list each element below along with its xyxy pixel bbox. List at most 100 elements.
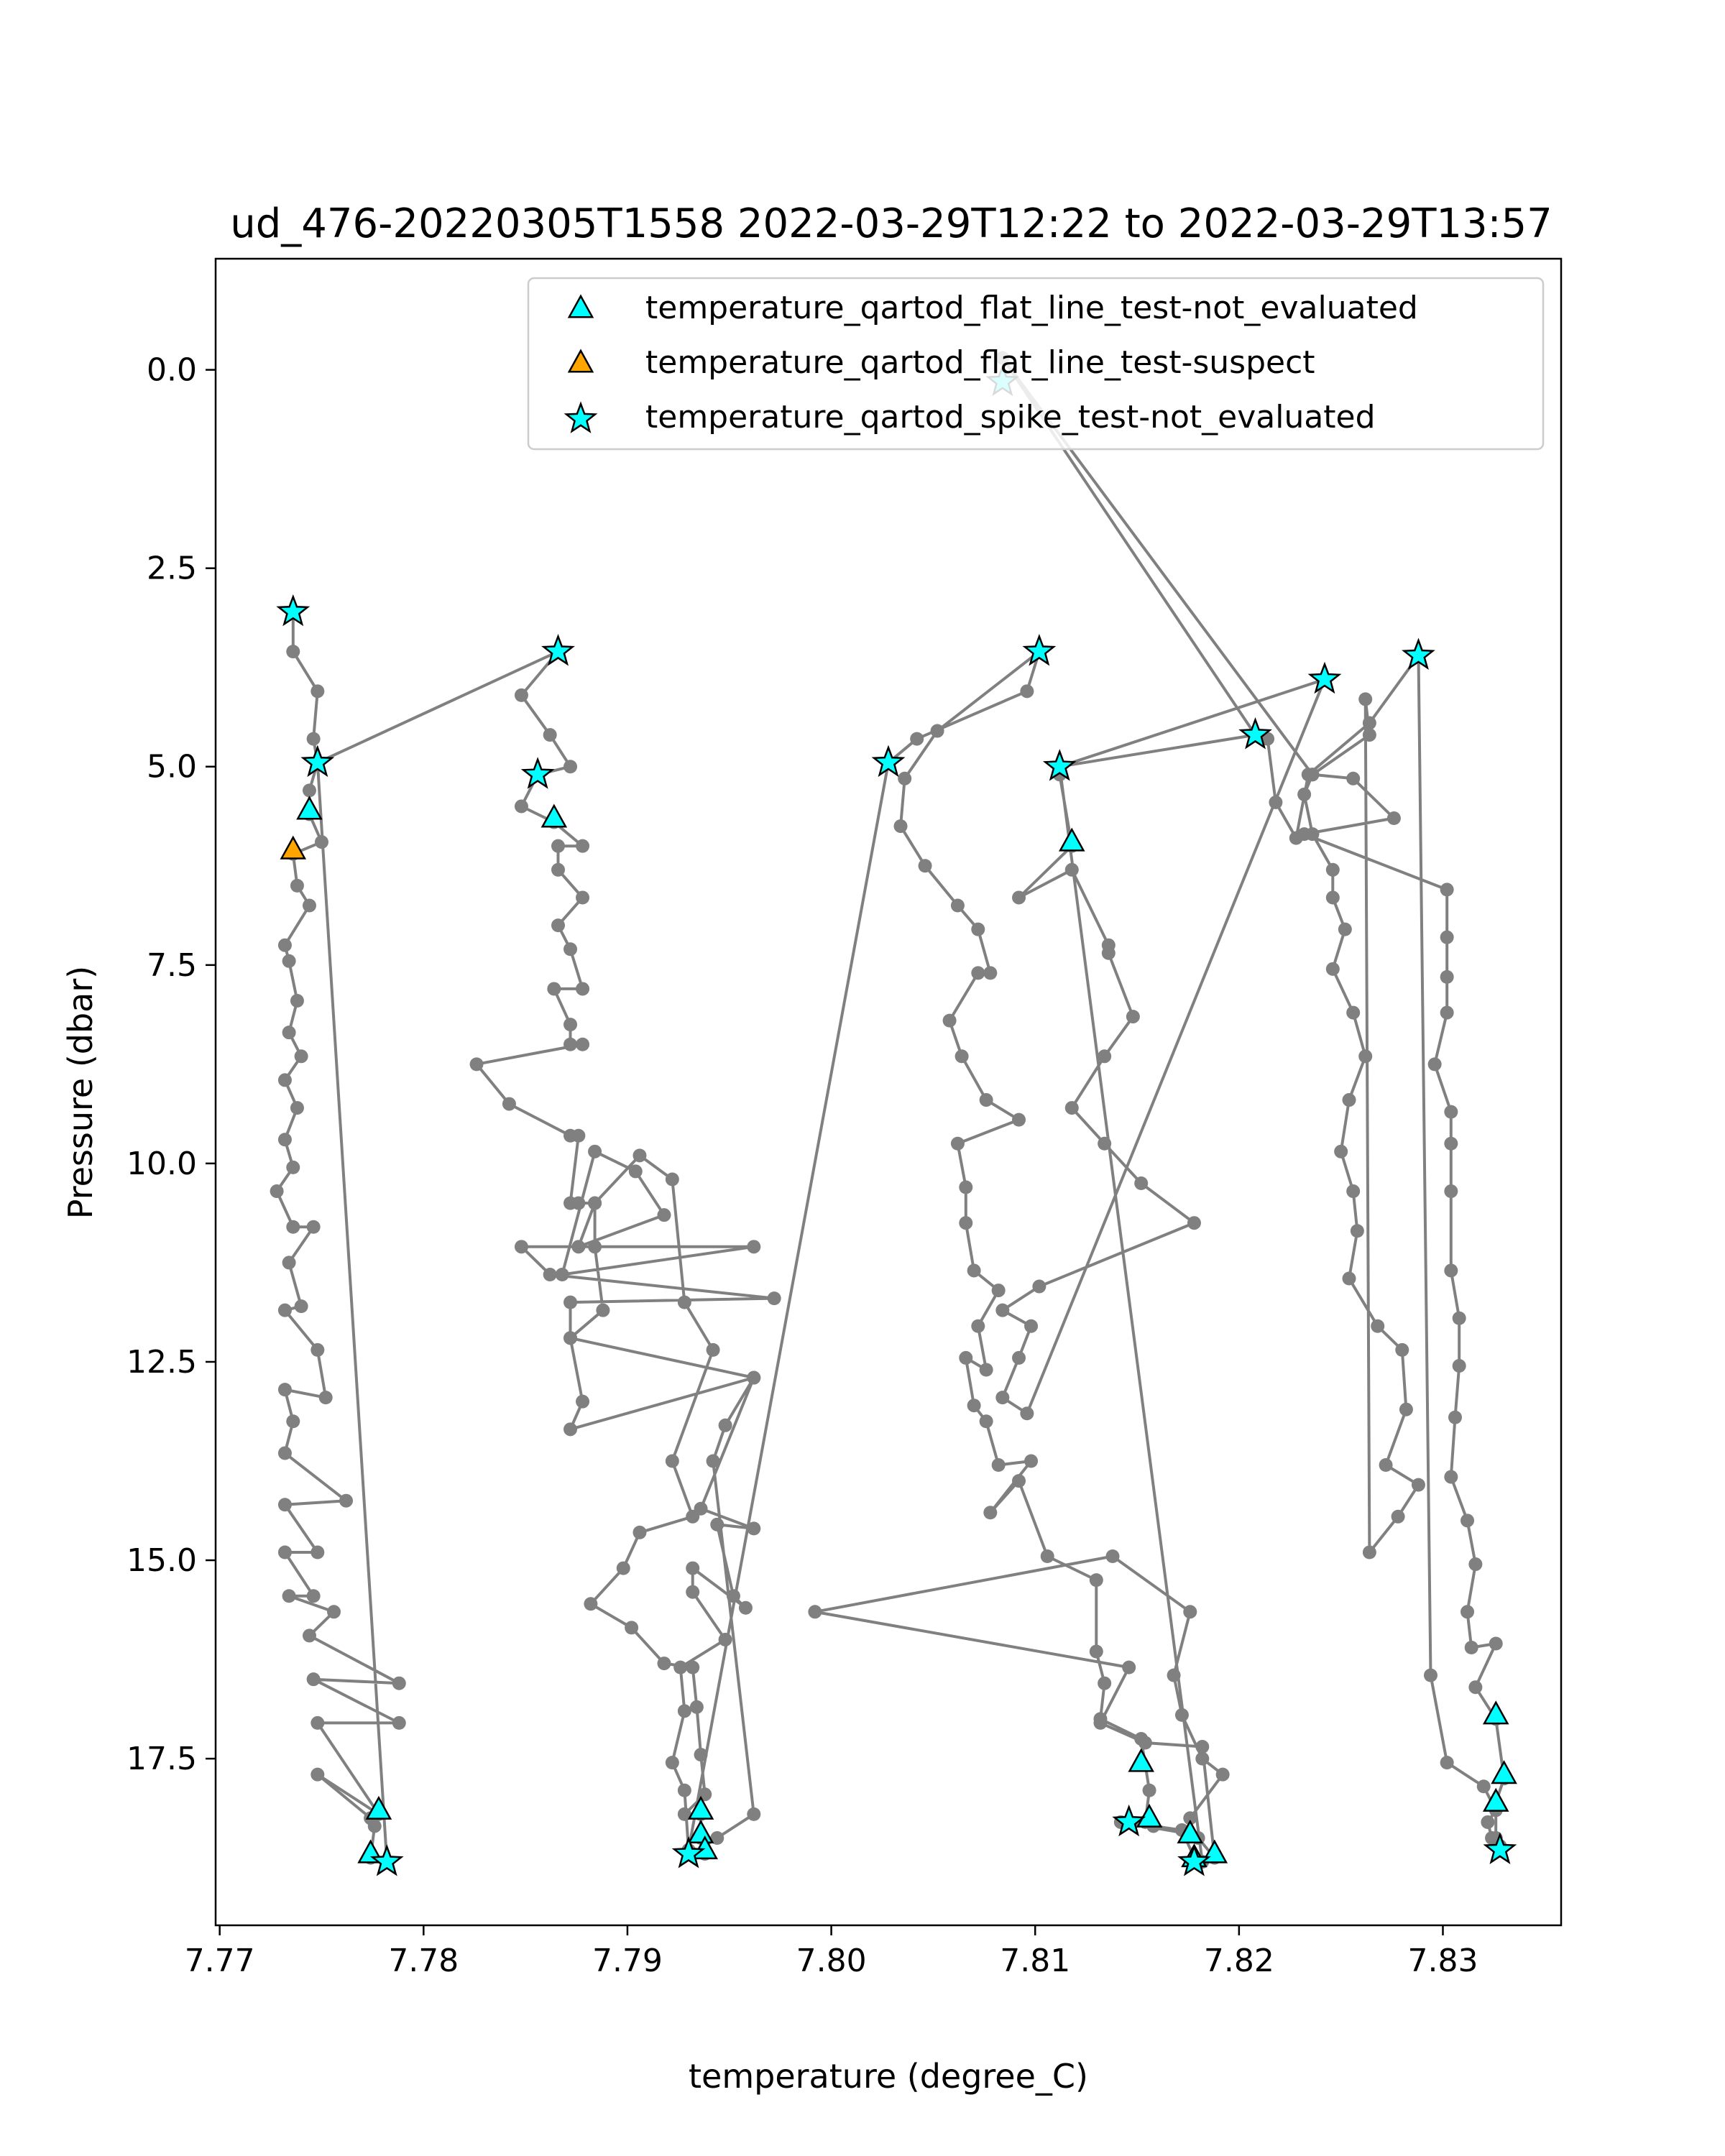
profile-point [1362, 1545, 1376, 1560]
flat-line-not-evaluated-marker [1177, 1819, 1204, 1844]
profile-point [1362, 716, 1376, 730]
profile-point [543, 728, 557, 742]
profile-point [991, 1284, 1006, 1298]
profile-point [1089, 1573, 1103, 1588]
profile-point [1142, 1783, 1156, 1797]
profile-point [706, 1454, 720, 1468]
profile-point [1444, 1470, 1458, 1484]
profile-point [564, 1422, 578, 1437]
profile-point [1098, 1676, 1112, 1690]
profile-point [1098, 1136, 1112, 1151]
profile-point [286, 645, 300, 659]
profile-point [628, 1164, 643, 1179]
profile-point [677, 1704, 691, 1718]
flat-line-not-evaluated-marker [687, 1795, 714, 1820]
flat-line-not-evaluated-marker [1059, 827, 1085, 852]
profile-point [1379, 1458, 1393, 1473]
spike-not-evaluated-marker [541, 634, 575, 666]
profile-point [302, 783, 316, 798]
profile-point [277, 1545, 292, 1560]
spike-not-evaluated-marker [1022, 634, 1057, 666]
profile-point [689, 1700, 704, 1714]
profile-point [514, 1240, 528, 1254]
profile-point [1444, 1184, 1458, 1199]
profile-point [310, 1715, 325, 1730]
profile-point [555, 1267, 569, 1281]
profile-point [910, 732, 924, 746]
legend-marker [564, 401, 598, 433]
profile-point [1183, 1811, 1197, 1825]
profile-point [294, 1299, 308, 1314]
x-tick-label: 7.77 [185, 1943, 255, 1979]
profile-point [1440, 1756, 1454, 1770]
profile-point [1411, 1478, 1425, 1492]
profile-point [747, 1521, 761, 1536]
profile-point [1167, 1668, 1181, 1682]
spike-not-evaluated-marker [1112, 1804, 1146, 1837]
profile-point [893, 819, 908, 834]
profile-point [971, 966, 985, 980]
profile-point [1020, 1406, 1034, 1421]
profile-point [1468, 1680, 1483, 1695]
profile-point [310, 684, 325, 699]
profile-point [747, 1240, 761, 1254]
legend-markers [564, 294, 598, 433]
spike-not-evaluated-marker [1402, 637, 1435, 670]
profile-point [1269, 795, 1283, 809]
profile-point [898, 771, 912, 786]
x-tick-label: 7.79 [592, 1943, 663, 1979]
profile-point [694, 1748, 708, 1762]
spike-not-evaluated-marker [1238, 717, 1272, 750]
profile-point [588, 1196, 602, 1210]
profile-point [286, 1160, 300, 1174]
profile-point [1444, 1105, 1458, 1119]
profile-point [547, 982, 561, 996]
profile-point [282, 1256, 296, 1270]
plot-series [270, 351, 1517, 1876]
profile-point [959, 1216, 973, 1230]
spike-not-evaluated-marker [300, 745, 335, 778]
profile-point [726, 1589, 740, 1603]
profile-point [1452, 1311, 1466, 1325]
profile-point [1122, 1660, 1136, 1674]
profile-point [632, 1148, 647, 1163]
profile-point [747, 1807, 761, 1821]
profile-point [1464, 1641, 1478, 1654]
profile-point [686, 1585, 700, 1599]
profile-point [1098, 1049, 1112, 1064]
profile-point [318, 1391, 333, 1405]
legend-label-flat-line-not-evaluated: temperature_qartod_flat_line_test-not_ev… [645, 290, 1418, 326]
legend-label-flat-line-suspect: temperature_qartod_flat_line_test-suspec… [645, 344, 1315, 381]
profile-point [1481, 1815, 1495, 1829]
profile-point [677, 1783, 691, 1797]
profile-point [1105, 1549, 1120, 1564]
profile-point [657, 1208, 671, 1222]
profile-point [596, 1303, 610, 1317]
profile-point [290, 878, 304, 893]
profile-point [918, 859, 932, 873]
profile-point [983, 1506, 998, 1520]
y-tick-label: 12.5 [126, 1344, 197, 1381]
profile-point [564, 1295, 578, 1309]
profile-point [1334, 1144, 1348, 1158]
flat-line-not-evaluated-marker [687, 1819, 714, 1844]
profile-point [294, 1049, 308, 1064]
profile-point [306, 1589, 321, 1603]
profile-point [747, 1370, 761, 1385]
profile-point [1440, 969, 1454, 984]
y-tick-label: 7.5 [147, 947, 197, 984]
profile-point [1460, 1514, 1475, 1528]
profile-point [1325, 862, 1340, 877]
profile-point [576, 839, 590, 853]
x-tick-label: 7.80 [796, 1943, 867, 1979]
x-axis-ticks: 7.77 7.78 7.79 7.80 7.81 7.82 7.83 [185, 1925, 1478, 1979]
profile-point [686, 1660, 700, 1674]
profile-point [1289, 831, 1303, 845]
profile-point [571, 1240, 586, 1254]
plot-frame [214, 257, 1563, 1927]
profile-point [1195, 1751, 1210, 1766]
profile-point [1195, 1740, 1210, 1754]
profile-point [967, 1399, 981, 1413]
profile-point [588, 1144, 602, 1158]
profile-point [576, 890, 590, 905]
